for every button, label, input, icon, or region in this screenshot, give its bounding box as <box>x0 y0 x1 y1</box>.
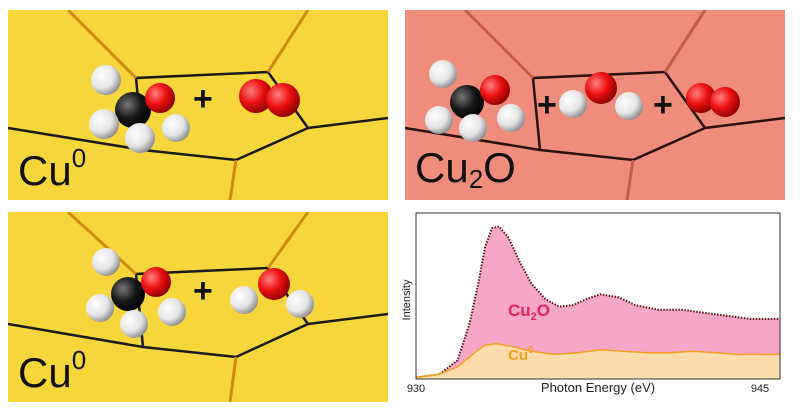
series-area-cu2o <box>416 226 780 379</box>
panel-cu2o-methanol-water-oxygen: + + Cu2O <box>405 10 785 200</box>
methanol-molecule <box>86 248 186 338</box>
copper-surface-illustration <box>8 10 388 200</box>
series-label-cu0: Cu0 <box>508 345 534 364</box>
water-molecule <box>559 72 643 120</box>
panel-cu0-methanol-water: + Cu0 <box>8 212 388 402</box>
plus-sign: + <box>193 272 213 310</box>
copper-surface-illustration <box>8 212 388 402</box>
water-molecule <box>230 268 314 318</box>
plus-sign: + <box>193 80 213 118</box>
x-axis-label: Photon Energy (eV) <box>541 380 655 395</box>
x-tick-label: 930 <box>407 383 425 395</box>
series-label-cu2o: Cu2O <box>508 301 550 323</box>
spectrum-chart: Intensity Photon Energy (eV) 930 945 Cu2… <box>398 208 790 410</box>
series-line-cu0 <box>415 342 780 379</box>
spectrum-chart-panel: Intensity Photon Energy (eV) 930 945 Cu2… <box>398 208 790 410</box>
methanol-molecule <box>425 60 525 142</box>
y-axis-label: Intensity <box>401 279 413 320</box>
plus-sign: + <box>537 86 557 124</box>
cu0-label: Cu0 <box>18 345 87 396</box>
x-tick-label: 945 <box>751 383 769 395</box>
cu0-label: Cu0 <box>18 143 87 194</box>
oxygen-molecule <box>686 83 740 117</box>
oxygen-molecule <box>239 79 300 117</box>
cu2o-label: Cu2O <box>415 144 516 194</box>
series-line-cu2o <box>415 225 780 379</box>
methanol-molecule <box>89 65 190 153</box>
plot-frame <box>415 212 781 380</box>
chart-area-group <box>415 225 780 379</box>
series-area-cu0 <box>416 343 780 379</box>
copper-oxide-surface-illustration <box>405 10 785 200</box>
plus-sign: + <box>653 86 673 124</box>
panel-cu0-methanol-oxygen: + Cu0 <box>8 10 388 200</box>
